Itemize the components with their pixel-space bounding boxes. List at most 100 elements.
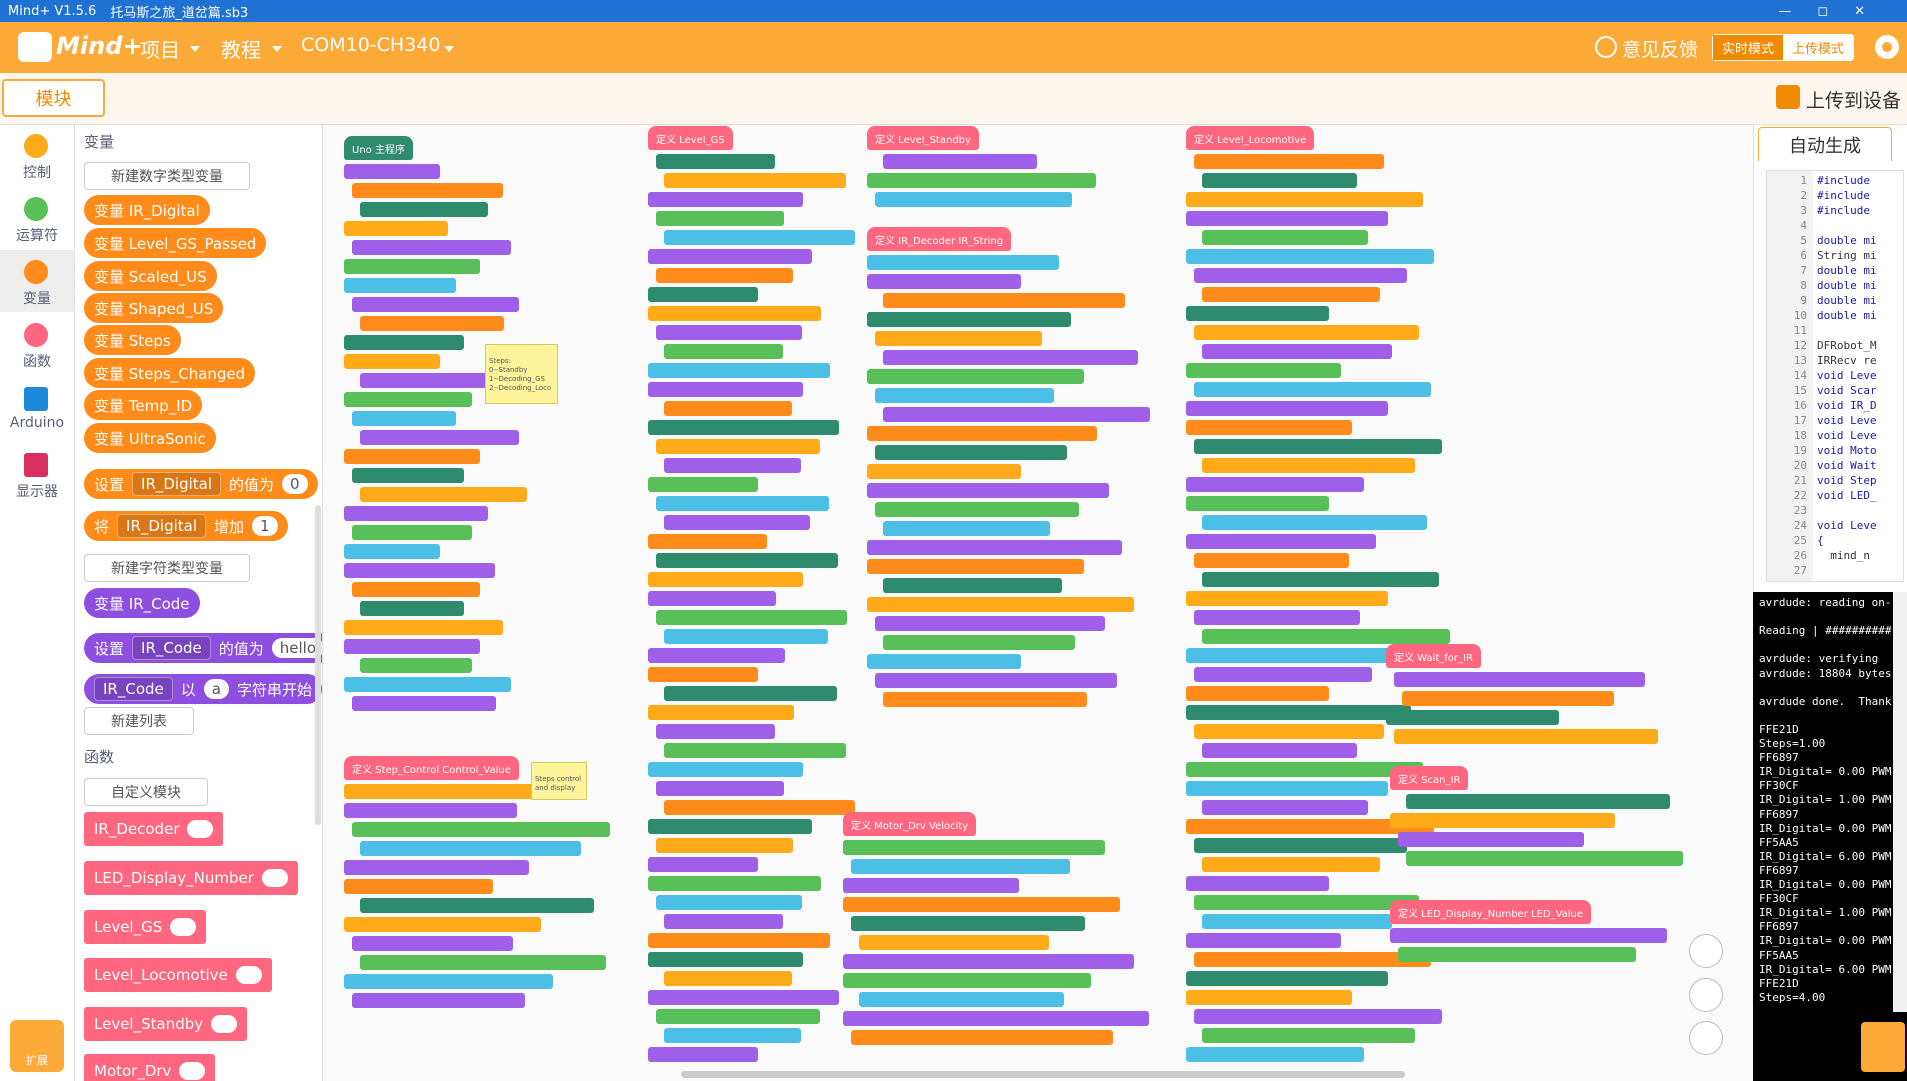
script-block[interactable] (883, 635, 1075, 650)
script-block[interactable] (648, 287, 758, 302)
script-block[interactable] (648, 667, 758, 682)
category-label[interactable]: 显示器 (16, 484, 58, 500)
script-block[interactable] (1390, 813, 1615, 828)
script-block[interactable] (867, 312, 1072, 327)
script-block[interactable] (1194, 553, 1349, 568)
script-block[interactable] (1194, 382, 1431, 397)
script-block[interactable] (867, 483, 1110, 498)
script-block[interactable] (1202, 857, 1381, 872)
script-block[interactable] (1202, 629, 1451, 644)
function-block[interactable]: Level_Standby (84, 1007, 248, 1041)
script-block[interactable] (859, 935, 1050, 950)
script-block[interactable] (648, 306, 821, 321)
script-block[interactable] (648, 249, 812, 264)
palette-scrollbar[interactable] (315, 505, 321, 825)
script-block[interactable] (867, 369, 1084, 384)
script-block[interactable] (883, 407, 1151, 422)
script-block[interactable] (1202, 287, 1381, 302)
script-block[interactable] (875, 445, 1067, 460)
script-block[interactable] (867, 540, 1122, 555)
script-block[interactable] (1202, 800, 1369, 815)
script-block[interactable] (344, 259, 480, 274)
script-block[interactable] (1202, 743, 1357, 758)
script-block[interactable] (656, 724, 775, 739)
script-block[interactable] (360, 898, 594, 913)
serial-menu-button[interactable] (1861, 1022, 1905, 1072)
script-block[interactable] (1186, 686, 1329, 701)
script-block[interactable] (648, 192, 803, 207)
palette-button[interactable]: 自定义模块 (84, 778, 208, 806)
script-block[interactable] (648, 477, 758, 492)
script-block[interactable] (664, 230, 855, 245)
script-block[interactable] (1398, 832, 1584, 847)
script-block[interactable] (867, 274, 1021, 289)
script-block[interactable] (648, 762, 803, 777)
script-block[interactable] (656, 154, 775, 169)
script-block[interactable] (664, 344, 783, 359)
script-block[interactable] (1186, 591, 1388, 606)
script-block[interactable] (360, 601, 465, 616)
script-block[interactable] (1186, 705, 1411, 720)
script-block[interactable] (843, 840, 1106, 855)
script-block[interactable] (664, 173, 846, 188)
variable-block[interactable]: 变量 Steps_Changed (84, 358, 256, 388)
palette-button[interactable]: 新建列表 (84, 707, 194, 735)
script-block[interactable] (344, 449, 480, 464)
script-block[interactable] (1194, 838, 1408, 853)
set-block[interactable]: 设置 IR_Digital 的值为 0 (84, 469, 318, 499)
script-block[interactable] (875, 331, 1042, 346)
window-controls[interactable]: —◻✕ (1778, 3, 1891, 19)
script-block[interactable] (648, 591, 776, 606)
script-block[interactable] (1194, 325, 1419, 340)
script-block[interactable] (1194, 439, 1443, 454)
script-block[interactable] (648, 705, 794, 720)
script-block[interactable] (1398, 947, 1636, 962)
script-block[interactable] (1394, 672, 1645, 687)
script-block[interactable] (344, 335, 464, 350)
zoom-button[interactable] (1689, 934, 1723, 968)
script-hat[interactable]: Uno 主程序 (344, 136, 413, 160)
script-block[interactable] (1186, 990, 1353, 1005)
script-block[interactable] (360, 658, 472, 673)
variable-block[interactable]: 变量 UltraSonic (84, 423, 216, 453)
script-block[interactable] (843, 1011, 1149, 1026)
h-scrollbar[interactable] (681, 1071, 1405, 1078)
script-block[interactable] (1186, 781, 1388, 796)
script-block[interactable] (843, 878, 1019, 893)
script-block[interactable] (656, 610, 847, 625)
script-block[interactable] (352, 936, 513, 951)
script-block[interactable] (883, 293, 1126, 308)
category-label[interactable]: 控制 (23, 165, 51, 181)
script-block[interactable] (1390, 928, 1667, 943)
script-block[interactable] (1186, 1047, 1365, 1062)
script-block[interactable] (344, 221, 449, 236)
script-block[interactable] (883, 578, 1063, 593)
script-block[interactable] (1186, 477, 1365, 492)
script-block[interactable] (648, 382, 803, 397)
script-block[interactable] (1186, 249, 1435, 264)
script-block[interactable] (1202, 572, 1439, 587)
script-block[interactable] (1194, 154, 1384, 169)
category-label[interactable]: 函数 (23, 354, 51, 370)
script-block[interactable] (1194, 1009, 1443, 1024)
script-block[interactable] (1194, 610, 1361, 625)
script-block[interactable] (656, 496, 829, 511)
script-block[interactable] (656, 553, 838, 568)
script-block[interactable] (648, 990, 839, 1005)
zoom-button[interactable] (1689, 1021, 1723, 1055)
script-block[interactable] (875, 616, 1105, 631)
script-block[interactable] (648, 876, 821, 891)
script-block[interactable] (1186, 420, 1353, 435)
script-block[interactable] (1186, 496, 1329, 511)
variable-block[interactable]: 变量 Shaped_US (84, 293, 224, 323)
script-hat[interactable]: 定义 Wait_for_IR (1386, 644, 1481, 668)
script-block[interactable] (344, 860, 529, 875)
palette-button[interactable]: 新建数字类型变量 (84, 162, 250, 190)
feedback[interactable]: 意见反馈 (1622, 39, 1699, 61)
script-block[interactable] (344, 506, 488, 521)
variable-block[interactable]: 变量 Scaled_US (84, 261, 217, 291)
menu-port[interactable]: COM10-CH340 (301, 34, 441, 56)
script-block[interactable] (360, 316, 504, 331)
script-block[interactable] (664, 800, 855, 815)
script-block[interactable] (648, 648, 785, 663)
